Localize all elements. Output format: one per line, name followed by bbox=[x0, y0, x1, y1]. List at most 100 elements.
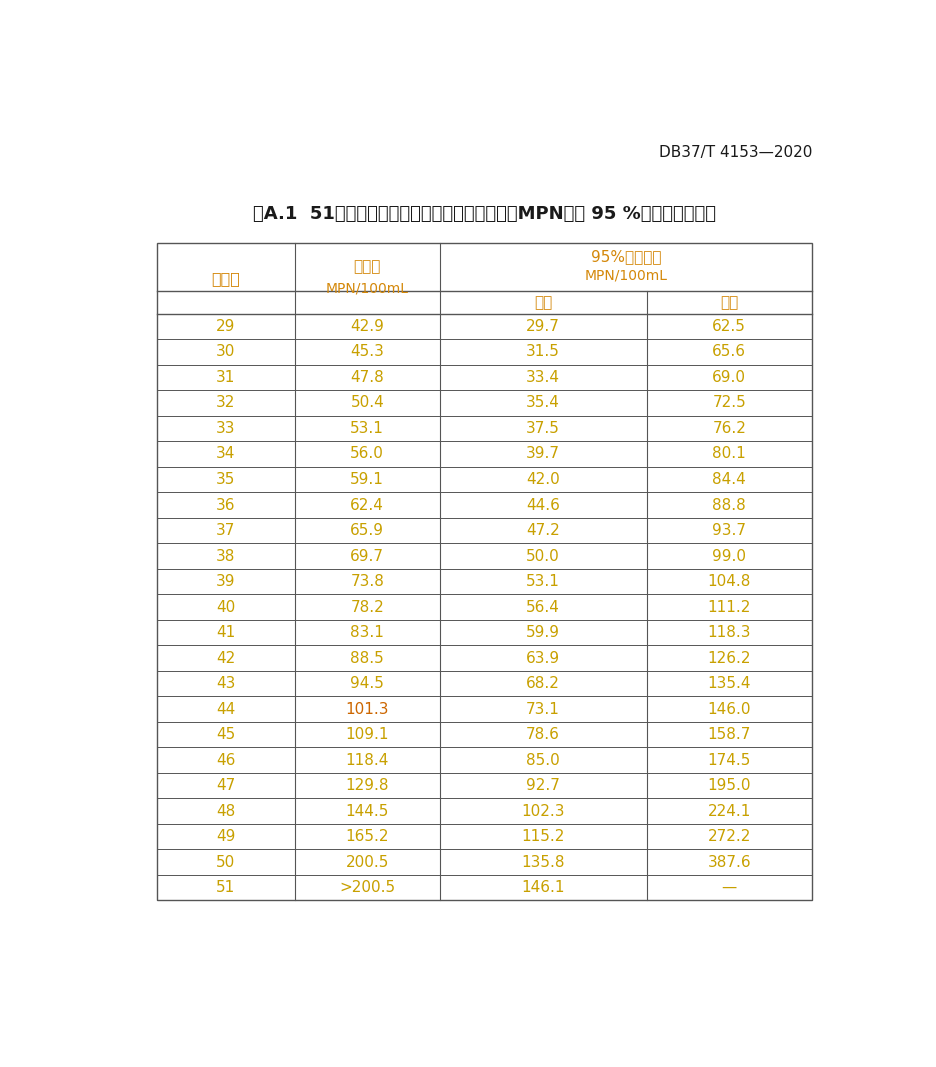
Text: 78.6: 78.6 bbox=[526, 727, 560, 742]
Text: 46: 46 bbox=[216, 752, 236, 767]
Text: MPN/100mL: MPN/100mL bbox=[584, 268, 667, 282]
Text: 33: 33 bbox=[216, 421, 236, 436]
Text: 135.4: 135.4 bbox=[708, 676, 751, 691]
Text: 29.7: 29.7 bbox=[526, 319, 560, 334]
Text: 59.9: 59.9 bbox=[526, 625, 560, 640]
Text: 阳性数: 阳性数 bbox=[212, 271, 241, 286]
Text: 73.8: 73.8 bbox=[350, 574, 384, 589]
Text: 56.4: 56.4 bbox=[526, 600, 560, 615]
Text: 95%置信范围: 95%置信范围 bbox=[591, 250, 661, 265]
Text: 158.7: 158.7 bbox=[708, 727, 751, 742]
Text: 118.4: 118.4 bbox=[345, 752, 389, 767]
Text: 62.5: 62.5 bbox=[712, 319, 746, 334]
Text: 146.0: 146.0 bbox=[708, 701, 751, 717]
Text: 165.2: 165.2 bbox=[345, 829, 389, 844]
Text: MPN/100mL: MPN/100mL bbox=[326, 282, 409, 296]
Text: 68.2: 68.2 bbox=[526, 676, 560, 691]
Text: DB37/T 4153—2020: DB37/T 4153—2020 bbox=[659, 145, 812, 160]
Text: 85.0: 85.0 bbox=[526, 752, 560, 767]
Text: 37.5: 37.5 bbox=[526, 421, 560, 436]
Text: 104.8: 104.8 bbox=[708, 574, 751, 589]
Text: —: — bbox=[722, 880, 737, 895]
Text: 37: 37 bbox=[216, 523, 236, 538]
Text: 115.2: 115.2 bbox=[521, 829, 564, 844]
Text: 44.6: 44.6 bbox=[526, 497, 560, 512]
Text: 35.4: 35.4 bbox=[526, 396, 560, 411]
Text: 53.1: 53.1 bbox=[350, 421, 384, 436]
Text: 47.8: 47.8 bbox=[350, 370, 384, 385]
Text: 94.5: 94.5 bbox=[350, 676, 384, 691]
Text: 38: 38 bbox=[216, 548, 236, 563]
Text: 53.1: 53.1 bbox=[526, 574, 560, 589]
Text: 76.2: 76.2 bbox=[712, 421, 746, 436]
Text: 51: 51 bbox=[216, 880, 236, 895]
Text: 195.0: 195.0 bbox=[708, 778, 751, 793]
Text: 47: 47 bbox=[216, 778, 236, 793]
Text: 69.0: 69.0 bbox=[712, 370, 746, 385]
Text: 42.9: 42.9 bbox=[350, 319, 384, 334]
Text: 45: 45 bbox=[216, 727, 236, 742]
Text: 30: 30 bbox=[216, 345, 236, 360]
Text: 41: 41 bbox=[216, 625, 236, 640]
Text: 72.5: 72.5 bbox=[712, 396, 746, 411]
Text: 224.1: 224.1 bbox=[708, 803, 751, 818]
Text: 上限: 上限 bbox=[720, 294, 739, 309]
Text: 31: 31 bbox=[216, 370, 236, 385]
Text: 肠球菌: 肠球菌 bbox=[354, 259, 381, 274]
Text: 88.5: 88.5 bbox=[350, 651, 384, 666]
Bar bbox=[157, 243, 812, 901]
Text: 42.0: 42.0 bbox=[526, 472, 560, 487]
Text: 80.1: 80.1 bbox=[712, 446, 746, 462]
Text: 29: 29 bbox=[216, 319, 236, 334]
Text: 93.7: 93.7 bbox=[712, 523, 746, 538]
Text: 36: 36 bbox=[216, 497, 236, 512]
Text: 48: 48 bbox=[216, 803, 236, 818]
Text: 200.5: 200.5 bbox=[345, 855, 389, 870]
Text: 92.7: 92.7 bbox=[526, 778, 560, 793]
Text: 32: 32 bbox=[216, 396, 236, 411]
Text: 69.7: 69.7 bbox=[350, 548, 385, 563]
Text: 40: 40 bbox=[216, 600, 236, 615]
Text: 42: 42 bbox=[216, 651, 236, 666]
Text: 174.5: 174.5 bbox=[708, 752, 751, 767]
Text: 101.3: 101.3 bbox=[345, 701, 389, 717]
Text: 129.8: 129.8 bbox=[345, 778, 389, 793]
Text: 84.4: 84.4 bbox=[712, 472, 746, 487]
Text: 109.1: 109.1 bbox=[345, 727, 389, 742]
Text: 144.5: 144.5 bbox=[345, 803, 389, 818]
Text: 88.8: 88.8 bbox=[712, 497, 746, 512]
Text: 表A.1  51孔定量盘法不同阳性结果的最可能数（MPN）及 95 %可信范围（续）: 表A.1 51孔定量盘法不同阳性结果的最可能数（MPN）及 95 %可信范围（续… bbox=[253, 205, 716, 223]
Text: 135.8: 135.8 bbox=[521, 855, 565, 870]
Text: 118.3: 118.3 bbox=[708, 625, 751, 640]
Text: 44: 44 bbox=[216, 701, 236, 717]
Text: 65.9: 65.9 bbox=[350, 523, 385, 538]
Text: 35: 35 bbox=[216, 472, 236, 487]
Text: 50: 50 bbox=[216, 855, 236, 870]
Text: 39.7: 39.7 bbox=[526, 446, 560, 462]
Text: 387.6: 387.6 bbox=[708, 855, 751, 870]
Text: 下限: 下限 bbox=[534, 294, 552, 309]
Text: 50.0: 50.0 bbox=[526, 548, 560, 563]
Text: 73.1: 73.1 bbox=[526, 701, 560, 717]
Text: >200.5: >200.5 bbox=[339, 880, 395, 895]
Text: 111.2: 111.2 bbox=[708, 600, 751, 615]
Text: 83.1: 83.1 bbox=[350, 625, 384, 640]
Text: 34: 34 bbox=[216, 446, 236, 462]
Text: 78.2: 78.2 bbox=[350, 600, 384, 615]
Text: 56.0: 56.0 bbox=[350, 446, 384, 462]
Text: 50.4: 50.4 bbox=[350, 396, 384, 411]
Text: 99.0: 99.0 bbox=[712, 548, 746, 563]
Text: 65.6: 65.6 bbox=[712, 345, 746, 360]
Text: 49: 49 bbox=[216, 829, 236, 844]
Text: 126.2: 126.2 bbox=[708, 651, 751, 666]
Text: 102.3: 102.3 bbox=[521, 803, 565, 818]
Text: 45.3: 45.3 bbox=[350, 345, 384, 360]
Text: 63.9: 63.9 bbox=[526, 651, 561, 666]
Text: 31.5: 31.5 bbox=[526, 345, 560, 360]
Text: 62.4: 62.4 bbox=[350, 497, 384, 512]
Text: 33.4: 33.4 bbox=[526, 370, 560, 385]
Text: 272.2: 272.2 bbox=[708, 829, 751, 844]
Text: 47.2: 47.2 bbox=[526, 523, 560, 538]
Text: 146.1: 146.1 bbox=[521, 880, 565, 895]
Text: 39: 39 bbox=[216, 574, 236, 589]
